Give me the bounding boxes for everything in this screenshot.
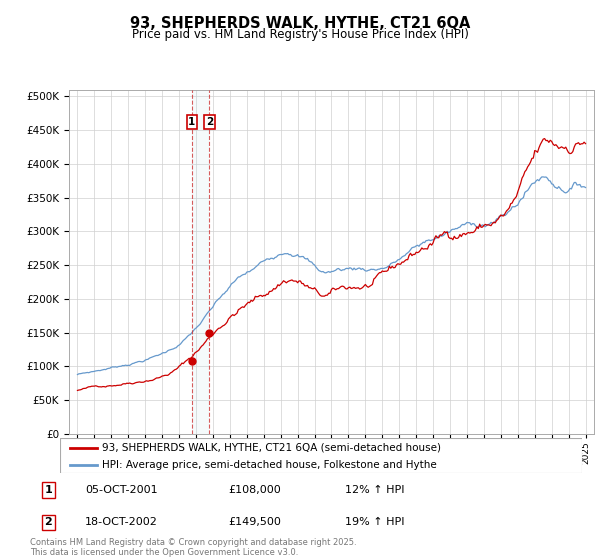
Text: 1: 1: [188, 117, 196, 127]
Text: 05-OCT-2001: 05-OCT-2001: [85, 485, 158, 495]
Text: HPI: Average price, semi-detached house, Folkestone and Hythe: HPI: Average price, semi-detached house,…: [102, 460, 437, 470]
Text: 2: 2: [206, 117, 213, 127]
Text: Price paid vs. HM Land Registry's House Price Index (HPI): Price paid vs. HM Land Registry's House …: [131, 28, 469, 41]
Text: 93, SHEPHERDS WALK, HYTHE, CT21 6QA (semi-detached house): 93, SHEPHERDS WALK, HYTHE, CT21 6QA (sem…: [102, 443, 441, 453]
Text: £108,000: £108,000: [229, 485, 281, 495]
Text: £149,500: £149,500: [229, 517, 281, 528]
Text: 18-OCT-2002: 18-OCT-2002: [85, 517, 158, 528]
FancyBboxPatch shape: [60, 438, 582, 473]
Text: 12% ↑ HPI: 12% ↑ HPI: [344, 485, 404, 495]
Text: 2: 2: [44, 517, 52, 528]
Bar: [192, 90, 209, 434]
Text: 19% ↑ HPI: 19% ↑ HPI: [344, 517, 404, 528]
Text: 1: 1: [44, 485, 52, 495]
Text: Contains HM Land Registry data © Crown copyright and database right 2025.
This d: Contains HM Land Registry data © Crown c…: [30, 538, 356, 557]
Text: 93, SHEPHERDS WALK, HYTHE, CT21 6QA: 93, SHEPHERDS WALK, HYTHE, CT21 6QA: [130, 16, 470, 31]
